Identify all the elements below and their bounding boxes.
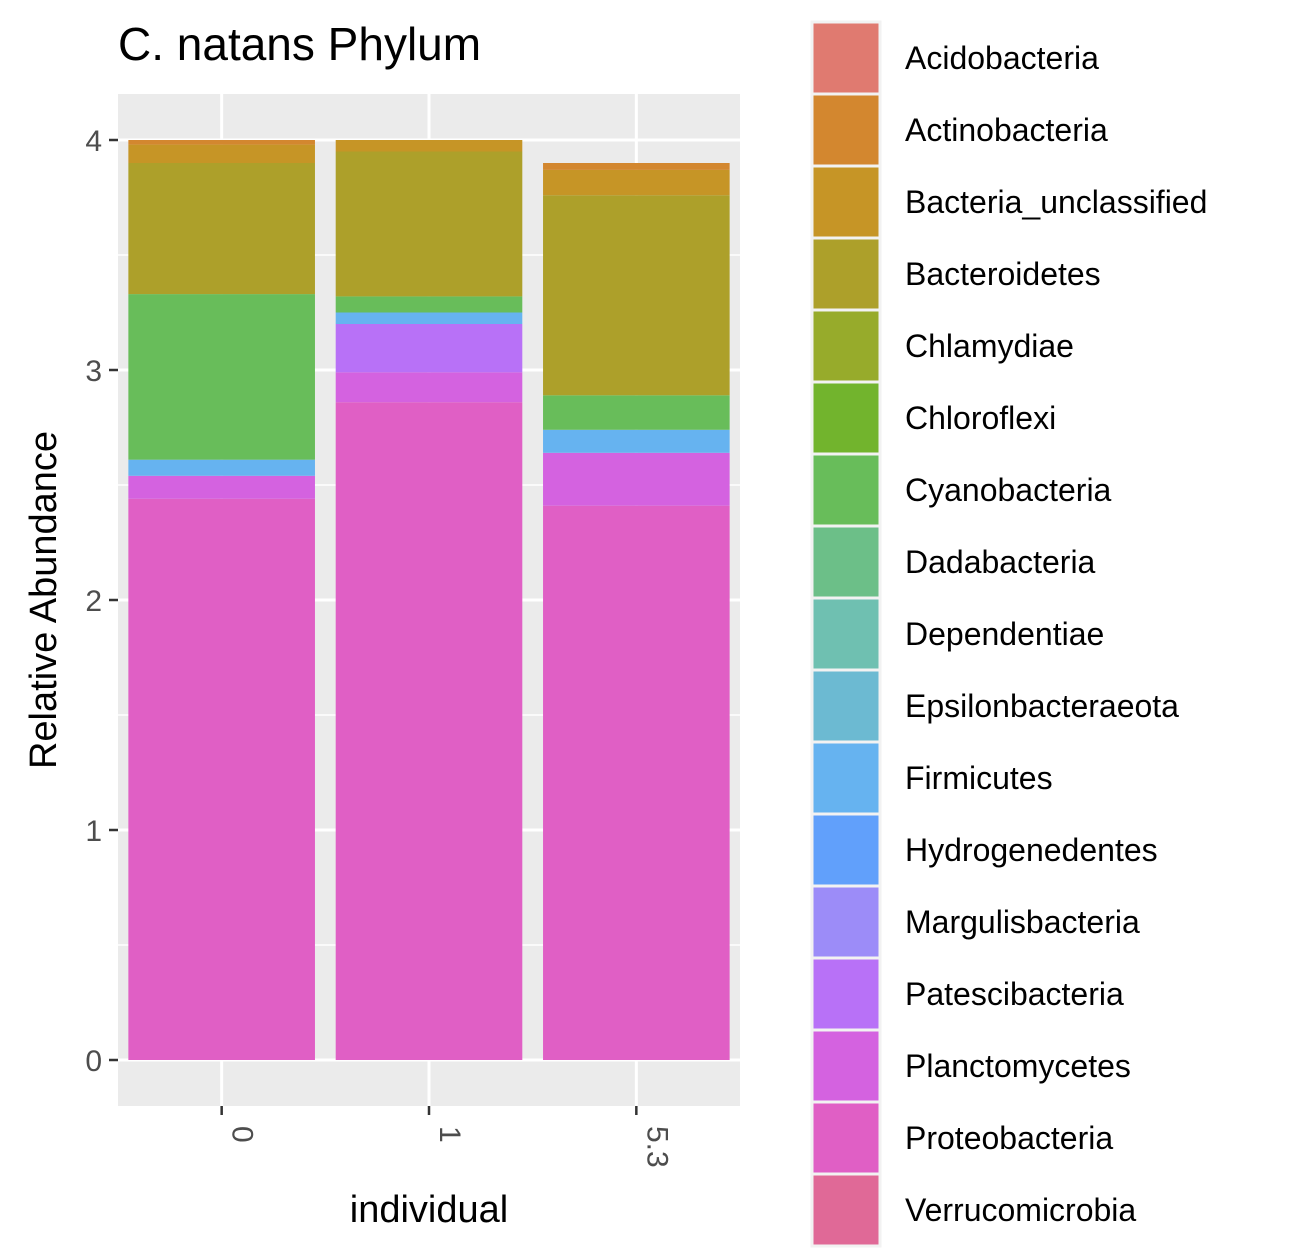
legend-key xyxy=(810,812,882,888)
bar-segment xyxy=(128,459,315,476)
bar-segment xyxy=(543,452,730,506)
bar-segment xyxy=(335,296,523,313)
legend-key xyxy=(810,1172,882,1248)
legend-label: Chloroflexi xyxy=(905,400,1056,436)
bar-segment xyxy=(543,429,730,453)
legend-key xyxy=(810,164,882,240)
chart-title: C. natans Phylum xyxy=(118,18,481,70)
x-axis-title: individual xyxy=(350,1189,508,1231)
y-tick-label: 4 xyxy=(85,125,102,158)
bar-segment xyxy=(128,140,315,145)
y-axis: 0 1 2 3 4 xyxy=(85,125,118,1078)
bar-segment xyxy=(543,169,730,196)
y-tick-label: 2 xyxy=(85,585,102,618)
legend-label: Verrucomicrobia xyxy=(905,1192,1136,1228)
x-tick-label: 0 xyxy=(226,1126,259,1143)
legend: Acidobacteria Actinobacteria Bacteria_uncl… xyxy=(810,20,1207,1248)
bar-segment xyxy=(128,498,315,1060)
legend-key xyxy=(810,596,882,672)
legend-key xyxy=(810,956,882,1032)
bar-segment xyxy=(335,140,523,152)
legend-key xyxy=(810,668,882,744)
bar-segment xyxy=(128,163,315,295)
y-tick-label: 3 xyxy=(85,355,102,388)
bar-segment xyxy=(128,144,315,163)
legend-key xyxy=(810,1100,882,1176)
legend-key xyxy=(810,92,882,168)
y-axis-title: Relative Abundance xyxy=(23,431,65,769)
bar-segment xyxy=(543,163,730,170)
legend-label: Acidobacteria xyxy=(905,40,1099,76)
x-axis: 0 1 5.3 xyxy=(220,1106,673,1168)
legend-label: Epsilonbacteraeota xyxy=(905,688,1179,724)
legend-label: Dadabacteria xyxy=(905,544,1096,580)
legend-label: Actinobacteria xyxy=(905,112,1108,148)
x-tick-label: 5.3 xyxy=(640,1126,673,1168)
legend-label: Dependentiae xyxy=(905,616,1104,652)
legend-label: Margulisbacteria xyxy=(905,904,1140,940)
bar-segment xyxy=(335,324,523,373)
bar-segment xyxy=(335,402,523,1060)
legend-label: Proteobacteria xyxy=(905,1120,1113,1156)
legend-label: Bacteroidetes xyxy=(905,256,1101,292)
legend-label: Patescibacteria xyxy=(905,976,1124,1012)
y-tick-label: 0 xyxy=(85,1045,102,1078)
legend-key xyxy=(810,524,882,600)
bar-segment xyxy=(335,151,523,297)
legend-key xyxy=(810,236,882,312)
bar-segment xyxy=(335,312,523,324)
legend-key xyxy=(810,1028,882,1104)
legend-label: Firmicutes xyxy=(905,760,1053,796)
bars xyxy=(128,140,730,1060)
bar-segment xyxy=(543,505,730,1060)
legend-label: Planctomycetes xyxy=(905,1048,1131,1084)
legend-label: Cyanobacteria xyxy=(905,472,1112,508)
y-tick-label: 1 xyxy=(85,815,102,848)
legend-key xyxy=(810,740,882,816)
bar-segment xyxy=(335,372,523,403)
legend-label: Hydrogenedentes xyxy=(905,832,1158,868)
bar-segment xyxy=(128,475,315,499)
legend-key xyxy=(810,452,882,528)
legend-key xyxy=(810,884,882,960)
legend-key xyxy=(810,380,882,456)
legend-label: Chlamydiae xyxy=(905,328,1074,364)
x-tick-label: 1 xyxy=(433,1126,466,1143)
legend-label: Bacteria_unclassified xyxy=(905,184,1207,220)
bar-segment xyxy=(543,195,730,396)
bar-segment xyxy=(128,294,315,460)
bar-segment xyxy=(543,395,730,430)
legend-key xyxy=(810,308,882,384)
legend-key xyxy=(810,20,882,96)
